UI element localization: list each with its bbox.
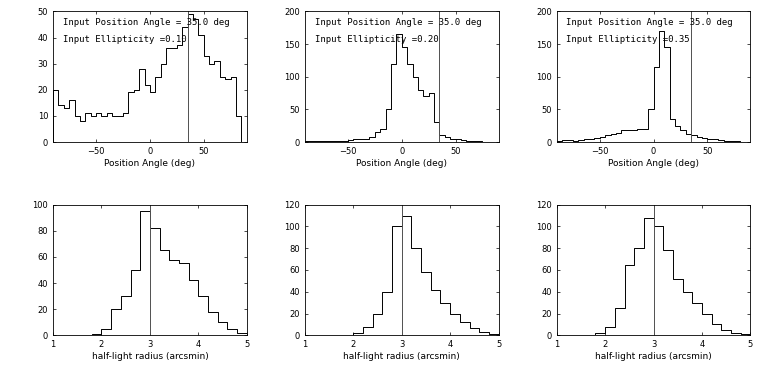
X-axis label: Position Angle (deg): Position Angle (deg) xyxy=(608,158,699,168)
X-axis label: Position Angle (deg): Position Angle (deg) xyxy=(105,158,196,168)
X-axis label: Position Angle (deg): Position Angle (deg) xyxy=(356,158,447,168)
Text: Input Position Angle = 35.0 deg: Input Position Angle = 35.0 deg xyxy=(63,18,230,27)
X-axis label: half-light radius (arcsmin): half-light radius (arcsmin) xyxy=(343,352,460,361)
X-axis label: half-light radius (arcsmin): half-light radius (arcsmin) xyxy=(92,352,208,361)
X-axis label: half-light radius (arcsmin): half-light radius (arcsmin) xyxy=(595,352,712,361)
Text: Input Ellipticity =0.10: Input Ellipticity =0.10 xyxy=(63,35,186,44)
Text: Input Position Angle = 35.0 deg: Input Position Angle = 35.0 deg xyxy=(566,18,733,27)
Text: Input Position Angle = 35.0 deg: Input Position Angle = 35.0 deg xyxy=(315,18,481,27)
Text: Input Ellipticity =0.35: Input Ellipticity =0.35 xyxy=(566,35,690,44)
Text: Input Ellipticity =0.20: Input Ellipticity =0.20 xyxy=(315,35,438,44)
